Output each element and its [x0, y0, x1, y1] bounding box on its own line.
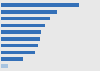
Bar [1, 17, 50, 20]
Bar [1, 57, 23, 61]
Bar [1, 44, 38, 47]
Bar [1, 64, 8, 68]
Bar [1, 51, 35, 54]
Bar [1, 37, 40, 41]
Bar [1, 30, 41, 34]
Bar [1, 3, 79, 7]
Bar [1, 24, 45, 27]
Bar [1, 10, 57, 14]
